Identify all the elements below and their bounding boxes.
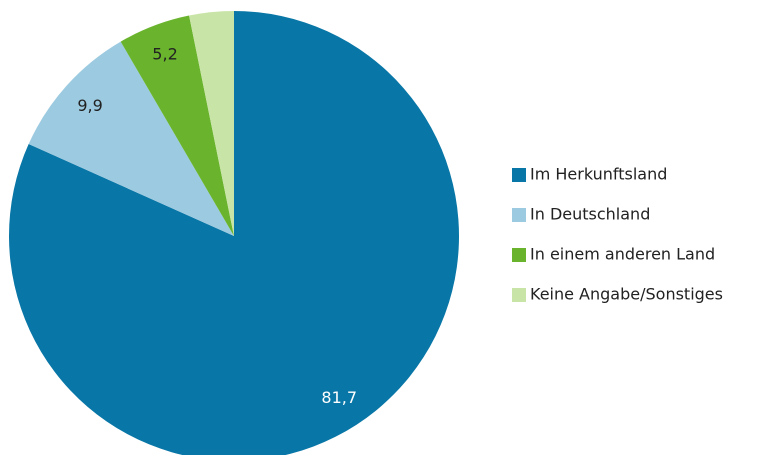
legend-label: Im Herkunftsland (530, 165, 667, 184)
legend-swatch (512, 248, 526, 262)
legend-label: Keine Angabe/Sonstiges (530, 285, 723, 304)
data-label: 5,2 (152, 45, 177, 64)
legend-label: In Deutschland (530, 205, 650, 224)
data-label: 9,9 (77, 96, 102, 115)
pie-slice (120, 15, 234, 237)
pie-slice (28, 41, 234, 236)
legend-swatch (512, 288, 526, 302)
data-label: 81,7 (321, 388, 357, 407)
legend-swatch (512, 208, 526, 222)
pie-slice (189, 11, 234, 236)
legend-swatch (512, 168, 526, 182)
legend-label: In einem anderen Land (530, 245, 715, 264)
pie-slice (9, 11, 459, 455)
